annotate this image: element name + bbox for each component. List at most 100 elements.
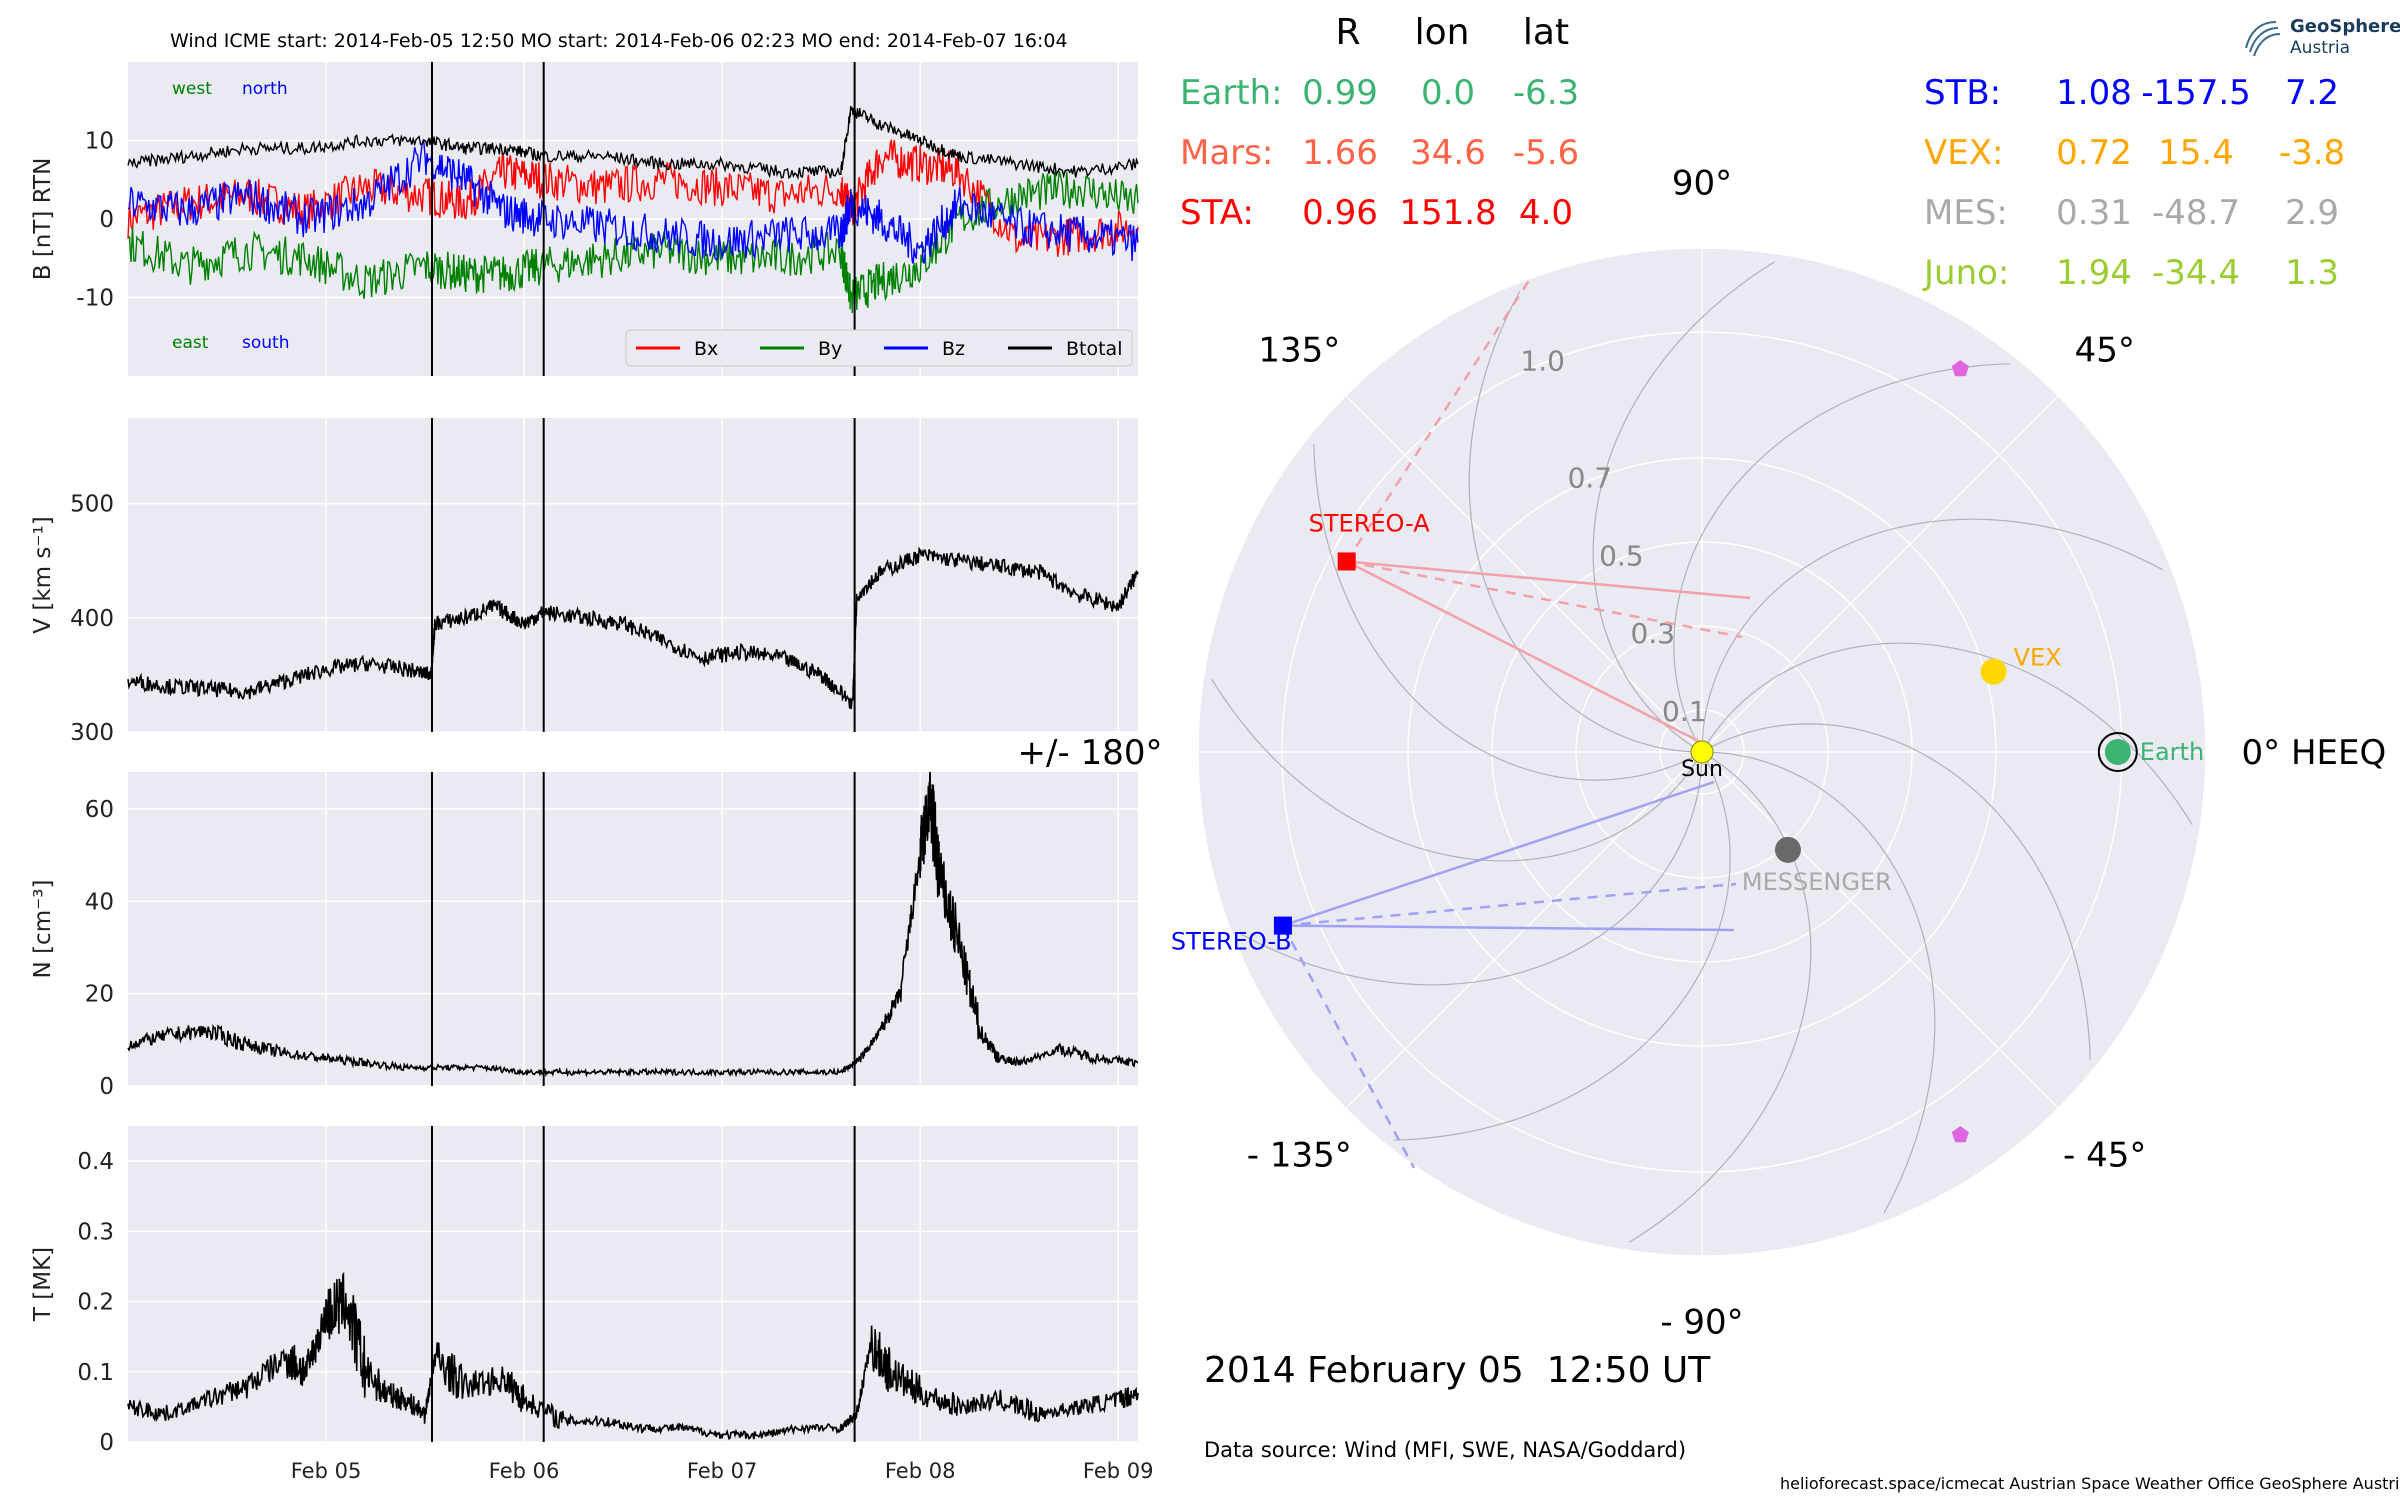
sta-view-line [1346,560,1713,750]
legend-label-Bx: Bx [694,338,718,360]
table-lat: -6.3 [1513,73,1579,113]
stb-view-line [1282,924,1735,932]
panel-N: 0 20 40 60 N [cm⁻³] [30,771,1139,1100]
legend-label-Bz: Bz [942,338,965,360]
y-tick-label: 0 [99,1430,114,1456]
parker-spiral [1701,723,2091,1061]
table-lon: -34.4 [2152,253,2240,293]
series-Bz [127,139,1139,264]
y-tick-label: 20 [85,982,114,1008]
table-lat: 1.3 [2285,253,2339,293]
table-name: STB: [1924,73,2001,113]
footer-credits: helioforecast.space/icmecat Austrian Spa… [1780,1474,2400,1493]
angle-label: 135° [1258,330,1340,370]
table-name: STA: [1180,193,1254,233]
table-lon: 15.4 [2158,133,2234,173]
y-tick-label: 0.1 [77,1360,114,1386]
stereo-a-marker [1337,552,1356,571]
angular-gridline [1701,751,2059,1109]
parker-spiral [1701,518,2164,753]
body-label-stereo-a: STEREO-A [1309,509,1431,537]
y-tick-label: 400 [70,606,114,632]
table-R: 0.72 [2056,133,2132,173]
radial-tick-label: 0.1 [1662,695,1707,728]
body-label-messenger: MESSENGER [1742,868,1892,896]
parker-spiral [1393,751,1731,1141]
table-lat: 7.2 [2285,73,2339,113]
parker-spiral [1628,751,1812,1243]
table-lat: 2.9 [2285,193,2339,233]
annot-south: south [242,333,289,353]
table-lon: 151.8 [1399,193,1496,233]
earth-marker [2104,739,2131,765]
series-Btotal [127,105,1139,180]
table-name: MES: [1924,193,2008,233]
series-V [127,546,1139,710]
panel-background [128,1126,1138,1442]
table-name: Juno: [1922,253,2009,293]
series-T [127,1271,1139,1441]
y-axis-label: N [cm⁻³] [30,880,56,979]
angular-gridline [1701,395,2059,753]
y-tick-label: 0.4 [77,1149,114,1175]
table-R: 0.31 [2056,193,2132,233]
table-lat: 4.0 [1519,193,1573,233]
x-tick-label: Feb 06 [489,1459,560,1483]
table-lon: -157.5 [2141,73,2251,113]
y-tick-label: 60 [85,797,114,823]
parker-spiral [1592,261,1776,753]
y-tick-label: 10 [85,129,114,155]
table-R: 0.99 [1302,73,1378,113]
y-tick-label: 0 [99,207,114,233]
table-name: VEX: [1924,133,2004,173]
panel-B: -10 0 10 B [nT] RTN west north east south Bx By Bz… [30,62,1139,376]
parker-spiral [1701,642,2193,826]
angle-label: 45° [2075,330,2135,370]
radial-tick-label: 0.5 [1599,539,1644,572]
geosphere-logo [2236,12,2396,68]
table-R: 1.08 [2056,73,2132,113]
table-name: Mars: [1180,133,1273,173]
parker-spiral [1673,363,2011,753]
radial-tick-label: 0.7 [1568,461,1613,494]
table-header-R: R [1335,12,1360,53]
table-lon: 0.0 [1421,73,1475,113]
logo-title: GeoSphere [2290,16,2400,37]
angle-label: 0° HEEQ [2242,733,2387,773]
planet-marker [1951,360,1969,377]
parker-spiral [1468,290,1703,753]
legend-label-By: By [818,338,842,360]
angle-label: +/- 180° [1018,733,1163,773]
legend-box [625,329,1133,367]
y-tick-label: -10 [76,286,114,312]
table-header-lon: lon [1415,12,1470,53]
angle-label: - 45° [2063,1136,2146,1176]
table-lat: -3.8 [2279,133,2345,173]
annot-west: west [172,79,212,99]
logo-subtitle: Austria [2290,38,2351,58]
body-label-earth: Earth [2140,738,2204,766]
table-lat: -5.6 [1513,133,1579,173]
table-R: 1.66 [1302,133,1378,173]
parker-spiral [1701,751,1936,1214]
angular-gridline [1345,395,1703,753]
body-label-stereo-b: STEREO-B [1171,928,1292,956]
table-R: 1.94 [2056,253,2132,293]
y-tick-label: 0.2 [77,1290,114,1316]
y-axis-label: T [MK] [30,1247,56,1322]
legend-label-Btotal: Btotal [1066,338,1122,360]
panel-V: 300 400 500 V [km s⁻¹] [30,418,1139,746]
parker-spiral [1313,443,1703,781]
y-tick-label: 500 [70,492,114,518]
y-tick-label: 40 [85,889,114,915]
sta-view-line [1346,560,1751,600]
table-lon: 34.6 [1410,133,1486,173]
x-tick-label: Feb 08 [885,1459,956,1483]
panel-T: 0 0.1 0.2 0.3 0.4 T [MK] Feb 05 Feb 06 Feb 07 Feb… [30,1126,1153,1483]
table-header-lat: lat [1523,12,1569,53]
body-label-vex: VEX [2014,644,2062,672]
annot-east: east [172,333,209,353]
series-By [127,170,1139,314]
